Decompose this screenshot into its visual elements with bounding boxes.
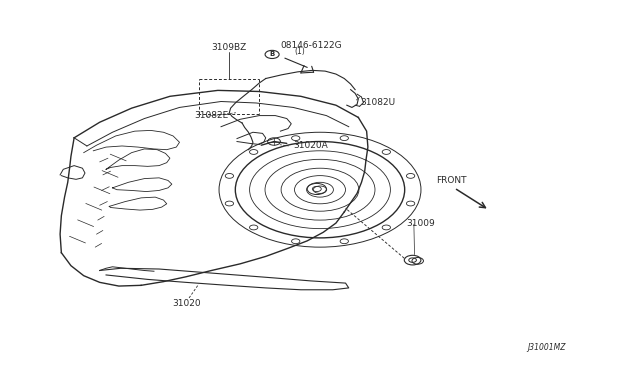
Text: 3109BZ: 3109BZ [211,42,246,51]
Text: 31020: 31020 [172,299,200,308]
Text: 31009: 31009 [406,219,435,228]
Text: 31082E: 31082E [194,111,228,120]
Text: B: B [269,51,275,57]
Text: FRONT: FRONT [436,176,466,185]
Text: (1): (1) [294,47,305,56]
Text: 31020A: 31020A [293,141,328,151]
Text: 31082U: 31082U [360,98,396,107]
Text: J31001MZ: J31001MZ [527,343,566,352]
Text: 08146-6122G: 08146-6122G [280,41,342,51]
